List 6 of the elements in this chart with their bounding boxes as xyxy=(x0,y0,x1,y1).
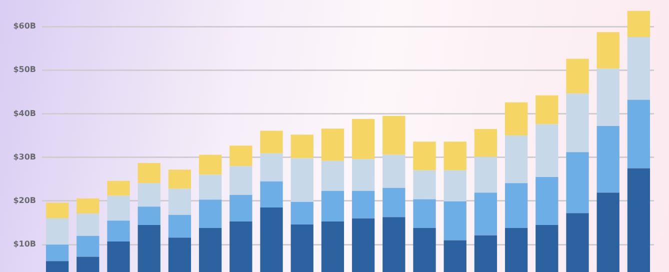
y-tick-label: $10B xyxy=(13,240,36,249)
y-tick-label: $50B xyxy=(13,65,36,74)
y-tick-label: $30B xyxy=(13,152,36,162)
y-tick-label: $40B xyxy=(13,108,36,118)
y-tick-label: $60B xyxy=(13,22,36,31)
y-tick-label: $20B xyxy=(13,196,36,206)
